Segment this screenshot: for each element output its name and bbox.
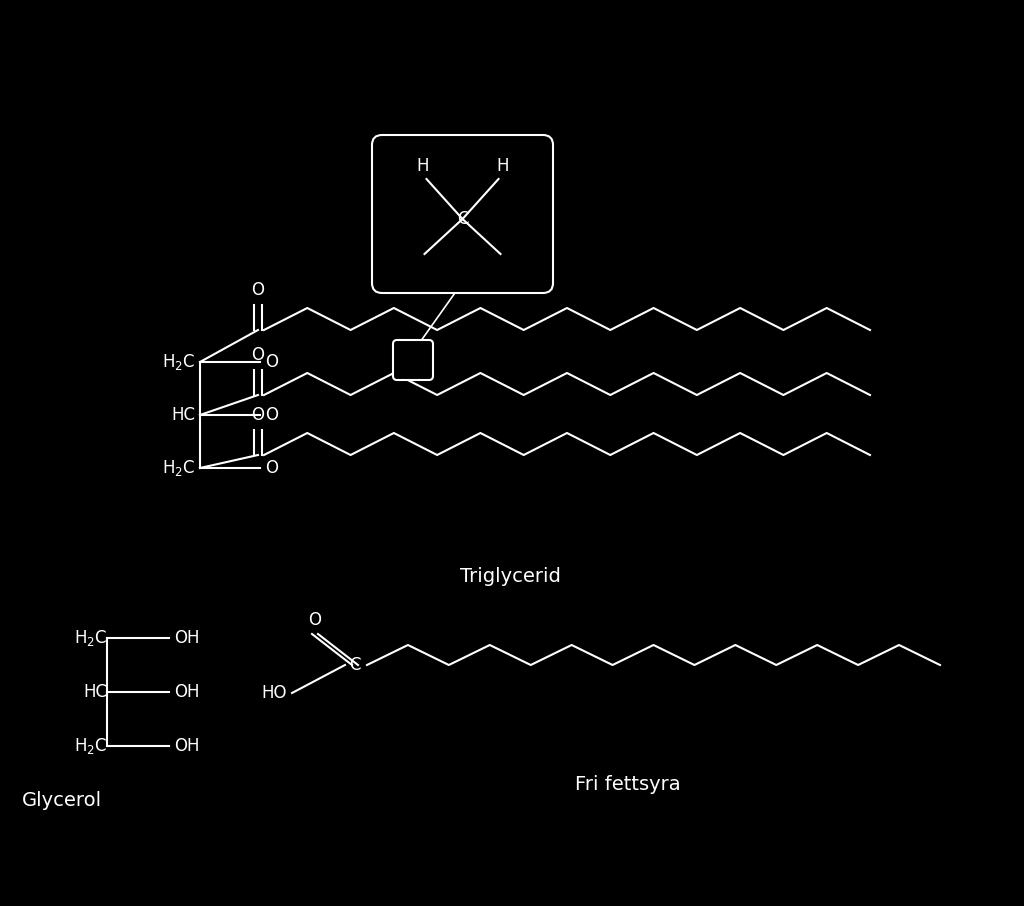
Text: O: O bbox=[265, 406, 279, 424]
Text: H: H bbox=[416, 157, 429, 175]
Text: C: C bbox=[457, 210, 468, 228]
Text: O: O bbox=[252, 406, 264, 424]
Text: Glycerol: Glycerol bbox=[22, 791, 102, 809]
Text: H$_2$C: H$_2$C bbox=[74, 628, 106, 648]
Text: H$_2$C: H$_2$C bbox=[162, 458, 195, 478]
Text: OH: OH bbox=[174, 737, 200, 755]
Text: H$_2$C: H$_2$C bbox=[162, 352, 195, 372]
FancyBboxPatch shape bbox=[393, 340, 433, 380]
Text: O: O bbox=[308, 611, 322, 629]
Text: O: O bbox=[252, 346, 264, 364]
Text: Triglycerid: Triglycerid bbox=[460, 566, 560, 585]
Text: OH: OH bbox=[174, 683, 200, 701]
Text: HO: HO bbox=[261, 684, 287, 702]
Text: OH: OH bbox=[174, 629, 200, 647]
Text: H$_2$C: H$_2$C bbox=[74, 736, 106, 756]
Text: O: O bbox=[252, 281, 264, 299]
Text: H: H bbox=[497, 157, 509, 175]
FancyBboxPatch shape bbox=[372, 135, 553, 293]
Text: HC: HC bbox=[83, 683, 106, 701]
Text: HC: HC bbox=[171, 406, 195, 424]
Text: Fri fettsyra: Fri fettsyra bbox=[575, 776, 681, 795]
Text: C: C bbox=[349, 656, 360, 674]
Text: O: O bbox=[265, 459, 279, 477]
Text: O: O bbox=[265, 353, 279, 371]
